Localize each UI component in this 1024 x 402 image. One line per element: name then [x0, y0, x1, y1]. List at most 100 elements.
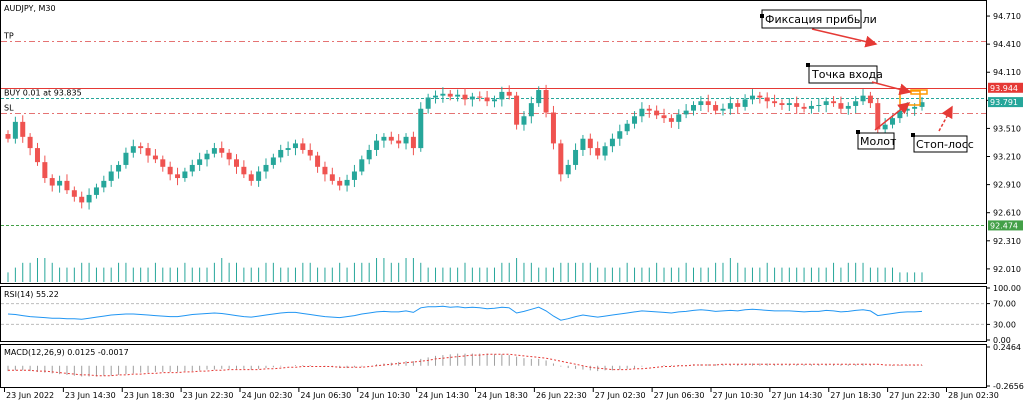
macd-title: MACD(12,26,9) 0.0125 -0.0017: [4, 348, 129, 357]
price-axis: 94.71094.41094.11093.81093.51093.21092.9…: [986, 12, 1021, 274]
candle: [794, 96, 800, 114]
hammer-annotation[interactable]: Молот: [856, 130, 897, 150]
candle: [683, 104, 689, 119]
candle: [374, 134, 380, 156]
time-tick-label: 24 Jun 02:30: [242, 391, 293, 400]
profit-arrow: [811, 28, 878, 48]
candle: [71, 186, 77, 202]
macd-axis: 0.2464 -0.2656: [986, 343, 1024, 391]
candle: [668, 114, 674, 128]
candle: [278, 144, 284, 163]
candle: [351, 164, 357, 188]
candle: [241, 160, 247, 179]
entry-annotation-text: Точка входа: [811, 68, 883, 81]
time-tick-label: 28 Jun 02:30: [948, 391, 999, 400]
candle: [86, 188, 92, 210]
candle: [779, 99, 785, 110]
stop-annotation-text: Стоп-лосс: [916, 138, 974, 151]
price-tick-label: 92.010: [993, 265, 1021, 274]
candle: [565, 159, 571, 179]
stop-annotation[interactable]: Стоп-лосс: [911, 133, 974, 153]
candle: [211, 142, 217, 158]
candle: [270, 153, 276, 169]
entry-annotation[interactable]: Точка входа: [806, 63, 883, 84]
rsi-panel-frame: [0, 286, 987, 342]
candle: [175, 167, 181, 186]
buy-order-label: BUY 0.01 at 93.835: [4, 89, 82, 98]
hammer-arrow: [874, 102, 911, 131]
candle: [550, 105, 556, 150]
candle: [602, 142, 608, 161]
candle: [676, 109, 682, 129]
candle: [5, 130, 11, 143]
stop-arrow: [938, 105, 953, 132]
candle: [410, 131, 416, 156]
candle: [226, 149, 232, 166]
candle: [764, 92, 770, 109]
rsi-axis: 100.00 70.00 30.00 0.00: [986, 284, 1021, 345]
candle: [322, 161, 328, 182]
time-tick-label: 23 Jun 22:30: [183, 391, 234, 400]
candle: [93, 183, 99, 199]
resistance-price-tag: [988, 82, 1023, 93]
profit-annotation[interactable]: Фиксация прибыли: [760, 9, 877, 29]
candle: [742, 94, 748, 111]
candle: [403, 133, 409, 150]
candle: [123, 147, 129, 169]
candle: [219, 141, 225, 158]
candle: [418, 102, 424, 152]
candle: [735, 99, 741, 114]
time-tick-label: 24 Jun 14:30: [418, 391, 469, 400]
candle: [285, 141, 291, 156]
candle: [713, 101, 719, 115]
candle: [366, 144, 372, 165]
rsi-tick-label: 100.00: [993, 284, 1021, 293]
volume-bars: [7, 258, 923, 282]
candle: [359, 155, 365, 176]
candle: [595, 141, 601, 160]
candle: [455, 89, 461, 102]
candle: [256, 166, 262, 187]
candle: [558, 139, 564, 182]
current-price-tag: [988, 97, 1023, 108]
candle: [867, 91, 873, 109]
candle: [462, 88, 468, 106]
candle: [234, 154, 239, 174]
candle: [79, 191, 85, 209]
candle: [160, 155, 166, 172]
candle: [329, 167, 335, 185]
candle: [705, 94, 711, 113]
candle: [720, 103, 726, 116]
hammer-annotation-text: Молот: [860, 135, 897, 148]
candle: [344, 174, 350, 192]
candle: [49, 174, 55, 192]
candle: [661, 108, 667, 123]
candle: [853, 96, 859, 114]
time-tick-label: 24 Jun 18:30: [477, 391, 528, 400]
candle: [786, 97, 792, 112]
candle: [691, 101, 696, 116]
time-tick-label: 27 Jun 06:30: [654, 391, 705, 400]
price-tick-label: 94.710: [993, 12, 1021, 21]
candle: [587, 133, 593, 156]
candle: [831, 96, 837, 107]
candle: [34, 142, 40, 166]
candle: [42, 155, 48, 183]
candle: [698, 96, 704, 112]
candle: [617, 124, 623, 146]
candle: [580, 134, 586, 156]
candle: [396, 134, 402, 149]
time-tick-label: 23 Jun 2022: [6, 391, 54, 400]
time-tick-label: 27 Jun 10:30: [713, 391, 764, 400]
rsi-title: RSI(14) 55.22: [4, 290, 59, 299]
candle: [189, 159, 195, 177]
candle: [477, 91, 483, 102]
candle: [919, 97, 925, 111]
candle: [838, 96, 844, 114]
candle: [528, 96, 534, 124]
candle: [204, 149, 210, 167]
time-tick-label: 23 Jun 14:30: [65, 391, 116, 400]
candle: [197, 152, 203, 171]
candle: [315, 151, 321, 173]
